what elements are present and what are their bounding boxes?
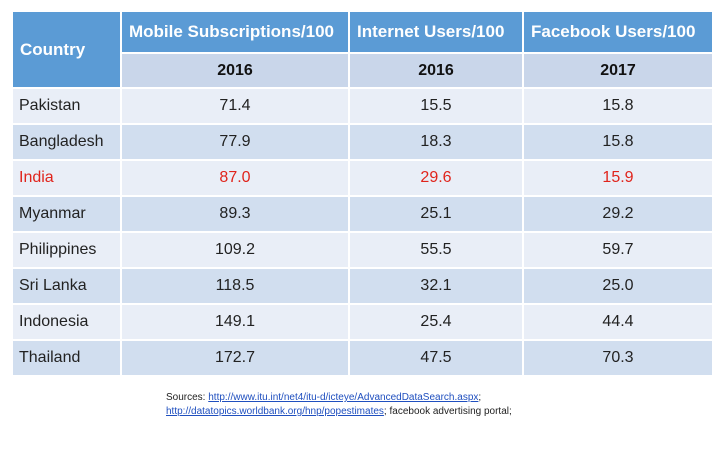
mobile-value-cell: 71.4 [122, 89, 348, 123]
worldbank-source-link[interactable]: http://datatopics.worldbank.org/hnp/pope… [166, 406, 384, 417]
facebook-value-cell: 29.2 [524, 197, 712, 231]
internet-value-cell: 25.4 [350, 305, 522, 339]
mobile-value-cell: 118.5 [122, 269, 348, 303]
country-cell: India [13, 161, 120, 195]
table-row: India 87.0 29.6 15.9 [13, 161, 712, 195]
column-header-country: Country [13, 12, 120, 87]
table-body: Pakistan 71.4 15.5 15.8 Bangladesh 77.9 18.3 15… [13, 89, 712, 375]
internet-value-cell: 29.6 [350, 161, 522, 195]
facebook-value-cell: 15.8 [524, 89, 712, 123]
country-cell: Thailand [13, 341, 120, 375]
mobile-value-cell: 149.1 [122, 305, 348, 339]
facebook-value-cell: 44.4 [524, 305, 712, 339]
country-cell: Bangladesh [13, 125, 120, 159]
year-header-internet: 2016 [350, 54, 522, 87]
sources-line-1: Sources: http://www.itu.int/net4/itu-d/i… [166, 391, 512, 405]
mobile-value-cell: 77.9 [122, 125, 348, 159]
country-cell: Pakistan [13, 89, 120, 123]
sources-line-2: http://datatopics.worldbank.org/hnp/pope… [166, 405, 512, 419]
facebook-value-cell: 25.0 [524, 269, 712, 303]
data-table: Country Mobile Subscriptions/100 Interne… [11, 10, 714, 377]
itu-source-link[interactable]: http://www.itu.int/net4/itu-d/icteye/Adv… [208, 392, 479, 403]
internet-value-cell: 25.1 [350, 197, 522, 231]
column-header-facebook: Facebook Users/100 [524, 12, 712, 52]
sources-note: Sources: http://www.itu.int/net4/itu-d/i… [166, 391, 512, 419]
mobile-value-cell: 89.3 [122, 197, 348, 231]
table-row: Indonesia 149.1 25.4 44.4 [13, 305, 712, 339]
country-cell: Myanmar [13, 197, 120, 231]
sources-separator: ; [478, 392, 482, 403]
facebook-value-cell: 70.3 [524, 341, 712, 375]
table-row: Thailand 172.7 47.5 70.3 [13, 341, 712, 375]
table-row: Bangladesh 77.9 18.3 15.8 [13, 125, 712, 159]
country-cell: Philippines [13, 233, 120, 267]
table-row: Myanmar 89.3 25.1 29.2 [13, 197, 712, 231]
internet-value-cell: 18.3 [350, 125, 522, 159]
year-row: 2016 2016 2017 [13, 54, 712, 87]
mobile-value-cell: 172.7 [122, 341, 348, 375]
column-header-internet: Internet Users/100 [350, 12, 522, 52]
sources-prefix: Sources: [166, 392, 209, 403]
country-cell: Indonesia [13, 305, 120, 339]
mobile-value-cell: 87.0 [122, 161, 348, 195]
facebook-value-cell: 15.9 [524, 161, 712, 195]
table-row: Sri Lanka 118.5 32.1 25.0 [13, 269, 712, 303]
facebook-value-cell: 15.8 [524, 125, 712, 159]
table-header: Country Mobile Subscriptions/100 Interne… [13, 12, 712, 87]
table-row: Pakistan 71.4 15.5 15.8 [13, 89, 712, 123]
header-row: Country Mobile Subscriptions/100 Interne… [13, 12, 712, 87]
table-row: Philippines 109.2 55.5 59.7 [13, 233, 712, 267]
internet-value-cell: 15.5 [350, 89, 522, 123]
internet-value-cell: 47.5 [350, 341, 522, 375]
internet-value-cell: 55.5 [350, 233, 522, 267]
sources-facebook-note: ; facebook advertising portal; [383, 406, 512, 417]
year-header-facebook: 2017 [524, 54, 712, 87]
internet-value-cell: 32.1 [350, 269, 522, 303]
year-header-mobile: 2016 [122, 54, 348, 87]
facebook-value-cell: 59.7 [524, 233, 712, 267]
country-cell: Sri Lanka [13, 269, 120, 303]
mobile-value-cell: 109.2 [122, 233, 348, 267]
column-header-mobile: Mobile Subscriptions/100 [122, 12, 348, 52]
